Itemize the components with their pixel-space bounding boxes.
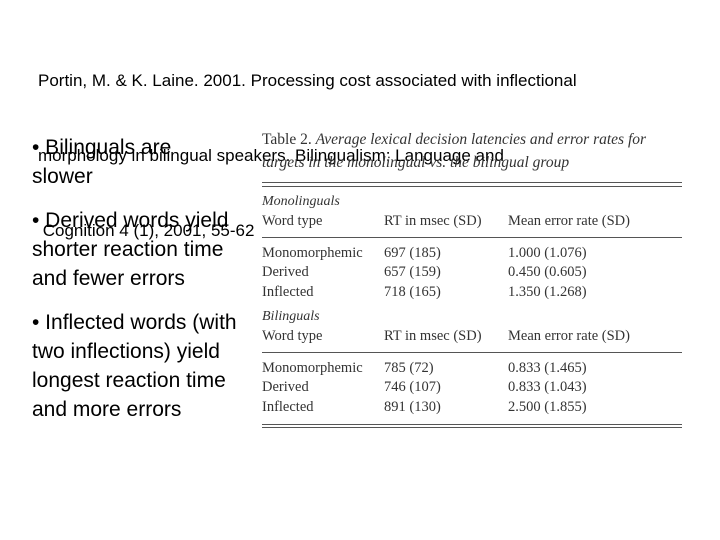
table-cell: 0.833 (1.043) xyxy=(508,379,587,395)
group-label-monolinguals: Monolinguals xyxy=(262,194,340,209)
table-cell: 0.450 (0.605) xyxy=(508,264,587,280)
bullet-item: • Inflected words (with two inflections)… xyxy=(32,311,237,421)
table-cell: 1.000 (1.076) xyxy=(508,244,587,261)
column-header: Word type xyxy=(262,213,323,229)
table-top-rule xyxy=(262,182,682,187)
table-cell: 718 (165) xyxy=(384,283,441,300)
group-label-bilinguals: Bilinguals xyxy=(262,309,320,324)
column-header: RT in msec (SD) xyxy=(384,328,482,344)
table-row: Monomorphemic 697 (185) 1.000 (1.076) xyxy=(262,244,682,264)
table-header-row: Word type RT in msec (SD) Mean error rat… xyxy=(262,212,682,232)
header-rule xyxy=(262,351,682,353)
bullet-item: • Derived words yield shorter reaction t… xyxy=(32,209,229,290)
table-bottom-rule xyxy=(262,424,682,428)
table-row: Monomorphemic 785 (72) 0.833 (1.465) xyxy=(262,359,682,379)
citation-line-3: Cognition 4 (1), 2001, 55-62 xyxy=(38,221,255,240)
table-row: Inflected 891 (130) 2.500 (1.855) xyxy=(262,398,682,418)
table-row: Derived 657 (159) 0.450 (0.605) xyxy=(262,263,682,283)
header-rule xyxy=(262,236,682,238)
citation-line-1: Portin, M. & K. Laine. 2001. Processing … xyxy=(38,71,577,90)
table-row: Inflected 718 (165) 1.350 (1.268) xyxy=(262,283,682,303)
table-cell: Monomorphemic xyxy=(262,359,363,376)
table-caption: Table 2. Average lexical decision latenc… xyxy=(262,128,682,174)
column-header: Mean error rate (SD) xyxy=(508,328,630,344)
column-header: RT in msec (SD) xyxy=(384,213,482,229)
bullet-item: • Bilinguals are slower xyxy=(32,136,172,188)
table-cell: 785 (72) xyxy=(384,359,434,376)
table-cell: 891 (130) xyxy=(384,398,441,415)
table-caption-text: Average lexical decision latencies and e… xyxy=(262,131,647,171)
table-cell: 697 (185) xyxy=(384,244,441,261)
table-cell: 746 (107) xyxy=(384,379,441,395)
table-cell: 0.833 (1.465) xyxy=(508,359,587,376)
citation: Portin, M. & K. Laine. 2001. Processing … xyxy=(38,18,708,268)
table-cell: 2.500 (1.855) xyxy=(508,398,587,415)
column-header: Word type xyxy=(262,328,323,344)
column-header: Mean error rate (SD) xyxy=(508,213,630,229)
table-cell: Inflected xyxy=(262,398,314,415)
table-cell: Monomorphemic xyxy=(262,244,363,261)
table-caption-number: Table 2. xyxy=(262,131,312,148)
table-cell: Inflected xyxy=(262,283,314,300)
table-cell: Derived xyxy=(262,264,309,280)
bullet-list: • Bilinguals are slower • Derived words … xyxy=(32,133,237,439)
citation-line-2: morphology in bilingual speakers. Biling… xyxy=(38,146,504,165)
table-cell: 1.350 (1.268) xyxy=(508,283,587,300)
table-header-row: Word type RT in msec (SD) Mean error rat… xyxy=(262,327,682,347)
results-table: Table 2. Average lexical decision latenc… xyxy=(262,128,682,428)
table-cell: 657 (159) xyxy=(384,264,441,280)
table-row: Derived 746 (107) 0.833 (1.043) xyxy=(262,378,682,398)
table-cell: Derived xyxy=(262,379,309,395)
